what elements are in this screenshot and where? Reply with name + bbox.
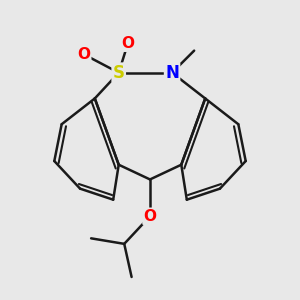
Text: O: O (122, 36, 134, 51)
Text: O: O (77, 47, 90, 62)
Text: O: O (143, 209, 157, 224)
Text: N: N (165, 64, 179, 82)
Text: S: S (113, 64, 125, 82)
